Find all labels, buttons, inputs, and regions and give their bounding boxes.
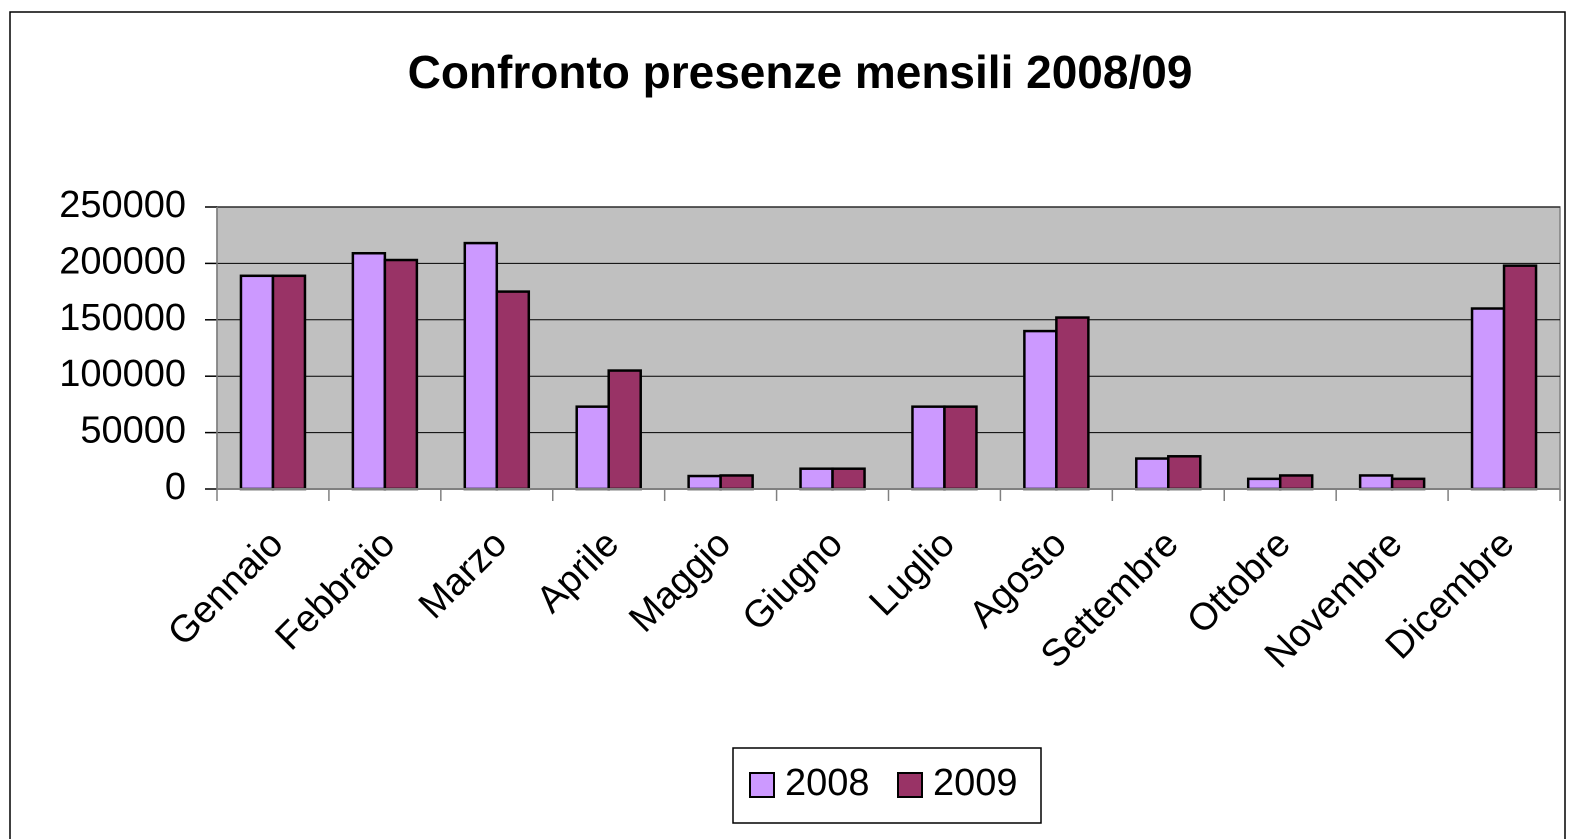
bar <box>1358 474 1394 491</box>
bar <box>575 405 610 491</box>
bar <box>1055 316 1090 491</box>
plot-area <box>216 206 1561 490</box>
legend-swatch <box>897 772 923 798</box>
bar <box>271 274 307 491</box>
bar <box>463 241 499 491</box>
bar <box>911 405 946 491</box>
bar <box>607 369 642 491</box>
bar <box>943 405 978 491</box>
bar <box>831 467 866 491</box>
bar <box>687 474 722 491</box>
y-tick-label: 50000 <box>80 410 186 452</box>
legend-label: 2009 <box>933 762 1018 804</box>
bar <box>799 467 834 491</box>
bar <box>1023 329 1058 491</box>
y-tick-label: 100000 <box>59 353 186 395</box>
bar <box>239 274 275 491</box>
bar <box>1135 457 1170 491</box>
bar <box>351 251 387 491</box>
legend-swatch <box>749 772 775 798</box>
y-tick-label: 0 <box>165 466 186 508</box>
bar <box>1502 264 1538 491</box>
chart-title: Confronto presenze mensili 2008/09 <box>408 46 1193 98</box>
bar <box>719 474 754 491</box>
bar <box>495 290 531 491</box>
bar <box>383 258 419 491</box>
y-tick-label: 200000 <box>59 240 186 282</box>
bar <box>1278 474 1314 491</box>
legend-box <box>732 747 1042 824</box>
y-tick-label: 250000 <box>59 184 186 226</box>
bar <box>1390 477 1426 491</box>
bar <box>1246 477 1282 491</box>
bar <box>1167 455 1202 491</box>
bar <box>1470 307 1506 491</box>
y-tick-label: 150000 <box>59 297 186 339</box>
legend-label: 2008 <box>785 762 870 804</box>
